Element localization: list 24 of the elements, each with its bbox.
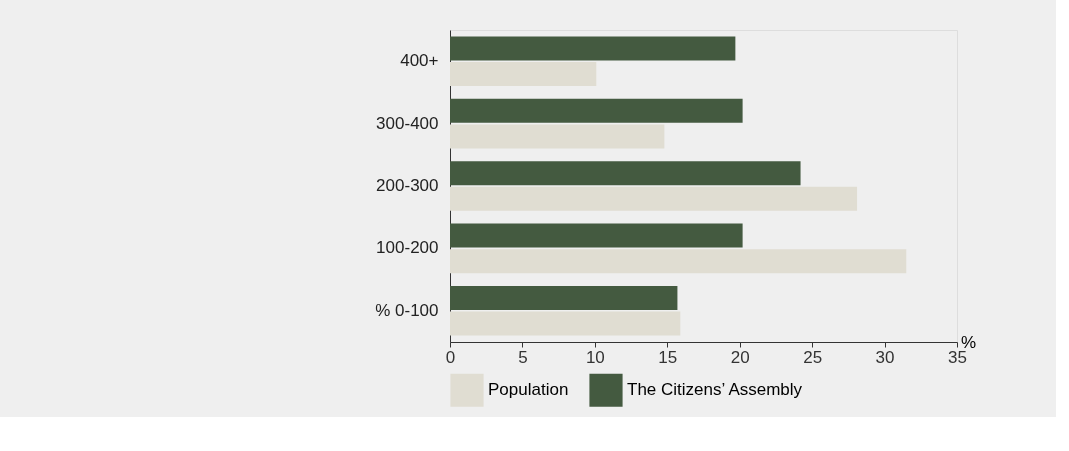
legend-label: Population [488,380,569,400]
bar [450,186,858,211]
bar [450,249,907,274]
bar [450,62,597,86]
y-tick-label: % 0-100 [375,300,439,320]
bar [450,98,743,123]
bar [450,36,736,61]
y-tick-label: 100-200 [376,238,439,258]
bar [450,286,678,310]
y-tick-label: 400+ [400,51,439,71]
bar [450,124,665,149]
y-tick-label: 200-300 [376,176,439,195]
y-tick-label: 300-400 [376,113,439,133]
x-tick-label: 10 [585,347,605,367]
bar [450,223,743,248]
bar [450,311,681,336]
legend-label: The Citizens’ Assembly [627,380,803,400]
x-tick-label: 20 [730,347,750,367]
bar [450,161,801,186]
x-tick-label: 25 [803,347,823,367]
x-tick-label: 30 [875,347,895,367]
x-tick-label: 15 [658,347,678,367]
x-tick-label: 0 [445,347,456,367]
x-tick-label: 5 [518,347,528,367]
